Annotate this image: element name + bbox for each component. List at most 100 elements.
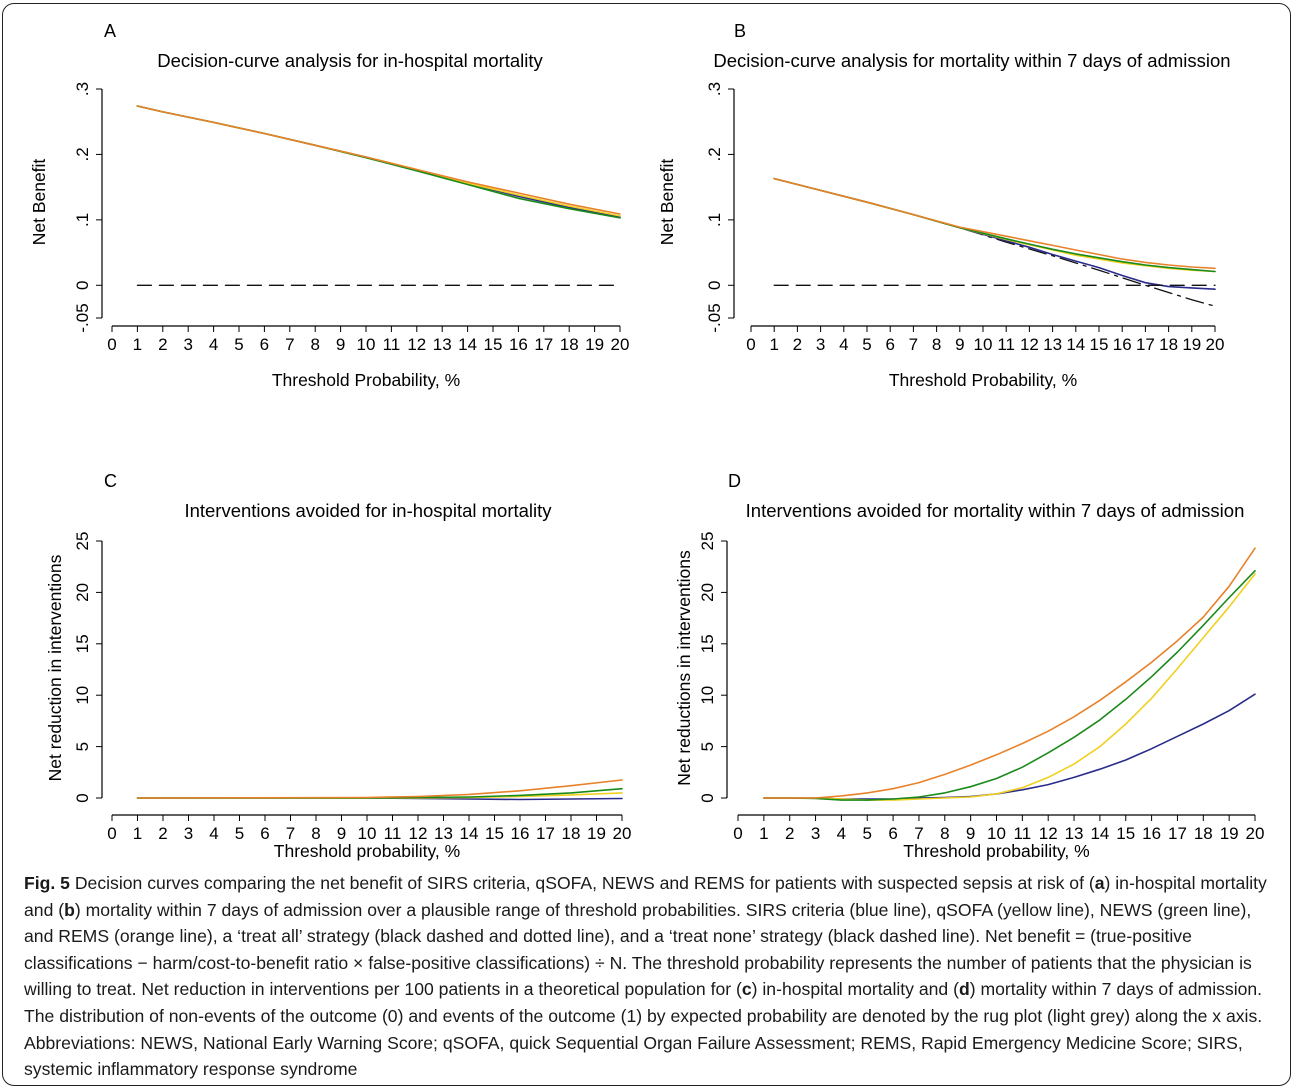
x-tick-label: 18 <box>560 335 579 354</box>
figure-frame <box>2 3 1291 1086</box>
x-tick-label: 2 <box>793 335 802 354</box>
x-tick-label: 5 <box>234 335 243 354</box>
caption-segment: ) mortality within 7 days of admission o… <box>24 899 1252 1000</box>
caption-segment: ) in-hospital mortality and ( <box>24 873 1267 920</box>
caption-segment: Decision curves comparing the net benefi… <box>69 873 1095 893</box>
y-tick-label: 0 <box>73 281 92 290</box>
x-tick-label: 8 <box>932 335 941 354</box>
x-tick-label: 14 <box>460 824 479 843</box>
panel-a: A Decision-curve analysis for in-hospital… <box>29 21 629 390</box>
y-tick-label: -.05 <box>73 303 92 332</box>
x-tick-label: 5 <box>235 824 244 843</box>
x-tick-label: 12 <box>409 824 428 843</box>
x-tick-label: 11 <box>1014 824 1032 843</box>
x-tick-label: 19 <box>587 824 606 843</box>
series-line-news <box>773 177 1216 273</box>
x-tick-label: 6 <box>260 824 269 843</box>
x-tick-label: 4 <box>837 824 846 843</box>
y-tick-label: 5 <box>73 742 92 751</box>
y-axis-label: Net Benefit <box>29 159 49 246</box>
x-tick-label: 2 <box>158 824 167 843</box>
x-tick-label: 13 <box>1065 824 1084 843</box>
x-tick-label: 1 <box>133 824 142 843</box>
x-tick-label: 1 <box>759 824 768 843</box>
x-tick-label: 16 <box>1113 335 1132 354</box>
x-tick-label: 3 <box>183 335 192 354</box>
series-line-qsofa <box>773 177 1216 273</box>
x-tick-label: 8 <box>940 824 949 843</box>
x-tick-label: 17 <box>1136 335 1155 354</box>
series-line-treat-all <box>773 177 1216 307</box>
x-tick-label: 14 <box>458 335 477 354</box>
x-tick-label: 10 <box>358 824 377 843</box>
x-tick-label: 11 <box>384 824 402 843</box>
y-tick-label: .2 <box>73 147 92 161</box>
x-tick-label: 7 <box>914 824 923 843</box>
y-tick-label: 25 <box>73 532 92 551</box>
x-tick-label: 12 <box>407 335 426 354</box>
series-line-rems <box>763 547 1256 799</box>
y-tick-label: .2 <box>705 147 724 161</box>
x-tick-label: 0 <box>733 824 742 843</box>
x-tick-label: 20 <box>613 824 632 843</box>
y-axis-label: Net reductions in interventions <box>674 550 694 786</box>
series-line-rems <box>773 177 1216 270</box>
caption-segment: d <box>958 979 970 1000</box>
x-tick-label: 10 <box>987 824 1006 843</box>
x-tick-label: 9 <box>966 824 975 843</box>
y-tick-label: -.05 <box>705 303 724 332</box>
series-line-rems <box>136 779 623 799</box>
caption-segment: a <box>1094 873 1105 893</box>
x-tick-label: 7 <box>285 335 294 354</box>
x-tick-label: 20 <box>1206 335 1225 354</box>
x-tick-label: 19 <box>585 335 604 354</box>
x-tick-label: 10 <box>357 335 376 354</box>
x-tick-label: 16 <box>511 824 530 843</box>
x-tick-label: 18 <box>562 824 581 843</box>
y-tick-label: 20 <box>73 583 92 602</box>
x-tick-label: 5 <box>863 824 872 843</box>
x-tick-label: 14 <box>1066 335 1085 354</box>
x-axis-label: Threshold probability, % <box>903 841 1089 861</box>
x-tick-label: 17 <box>534 335 553 354</box>
x-tick-label: 0 <box>746 335 755 354</box>
y-tick-label: 10 <box>698 686 717 705</box>
caption-segment: ) mortality within 7 days of admission. … <box>24 979 1263 1080</box>
panel-c: C Interventions avoided for in-hospital m… <box>45 471 631 861</box>
x-tick-label: 9 <box>955 335 964 354</box>
x-axis-label: Threshold Probability, % <box>272 370 460 390</box>
series-line-news <box>763 569 1256 801</box>
y-tick-label: 15 <box>698 634 717 653</box>
x-tick-label: 16 <box>509 335 528 354</box>
x-tick-label: 6 <box>885 335 894 354</box>
x-axis-label: Threshold probability, % <box>274 841 460 861</box>
y-tick-label: .1 <box>705 213 724 227</box>
x-tick-label: 6 <box>260 335 269 354</box>
series-line-sirs <box>763 693 1256 800</box>
x-tick-label: 14 <box>1090 824 1109 843</box>
y-axis-label: Net Benefit <box>657 159 677 246</box>
x-tick-label: 11 <box>997 335 1015 354</box>
panel-label: B <box>734 21 746 41</box>
y-axis-label: Net reduction in interventions <box>45 554 65 781</box>
x-tick-label: 13 <box>433 335 452 354</box>
chart-title: Interventions avoided for in-hospital mo… <box>184 500 552 521</box>
y-tick-label: 5 <box>698 742 717 751</box>
x-tick-label: 15 <box>1090 335 1109 354</box>
figure-caption: Fig. 5 Decision curves comparing the net… <box>24 870 1274 1083</box>
caption-segment: b <box>64 899 75 920</box>
y-tick-label: 15 <box>73 634 92 653</box>
y-tick-label: 0 <box>698 793 717 802</box>
x-tick-label: 12 <box>1020 335 1039 354</box>
x-tick-label: 17 <box>1168 824 1187 843</box>
x-tick-label: 15 <box>1116 824 1135 843</box>
x-tick-label: 6 <box>888 824 897 843</box>
x-tick-label: 16 <box>1142 824 1161 843</box>
x-tick-label: 18 <box>1194 824 1213 843</box>
y-tick-label: .3 <box>73 82 92 96</box>
x-tick-label: 15 <box>485 824 504 843</box>
series-line-rems <box>136 105 621 215</box>
x-tick-label: 0 <box>107 824 116 843</box>
x-tick-label: 10 <box>974 335 993 354</box>
